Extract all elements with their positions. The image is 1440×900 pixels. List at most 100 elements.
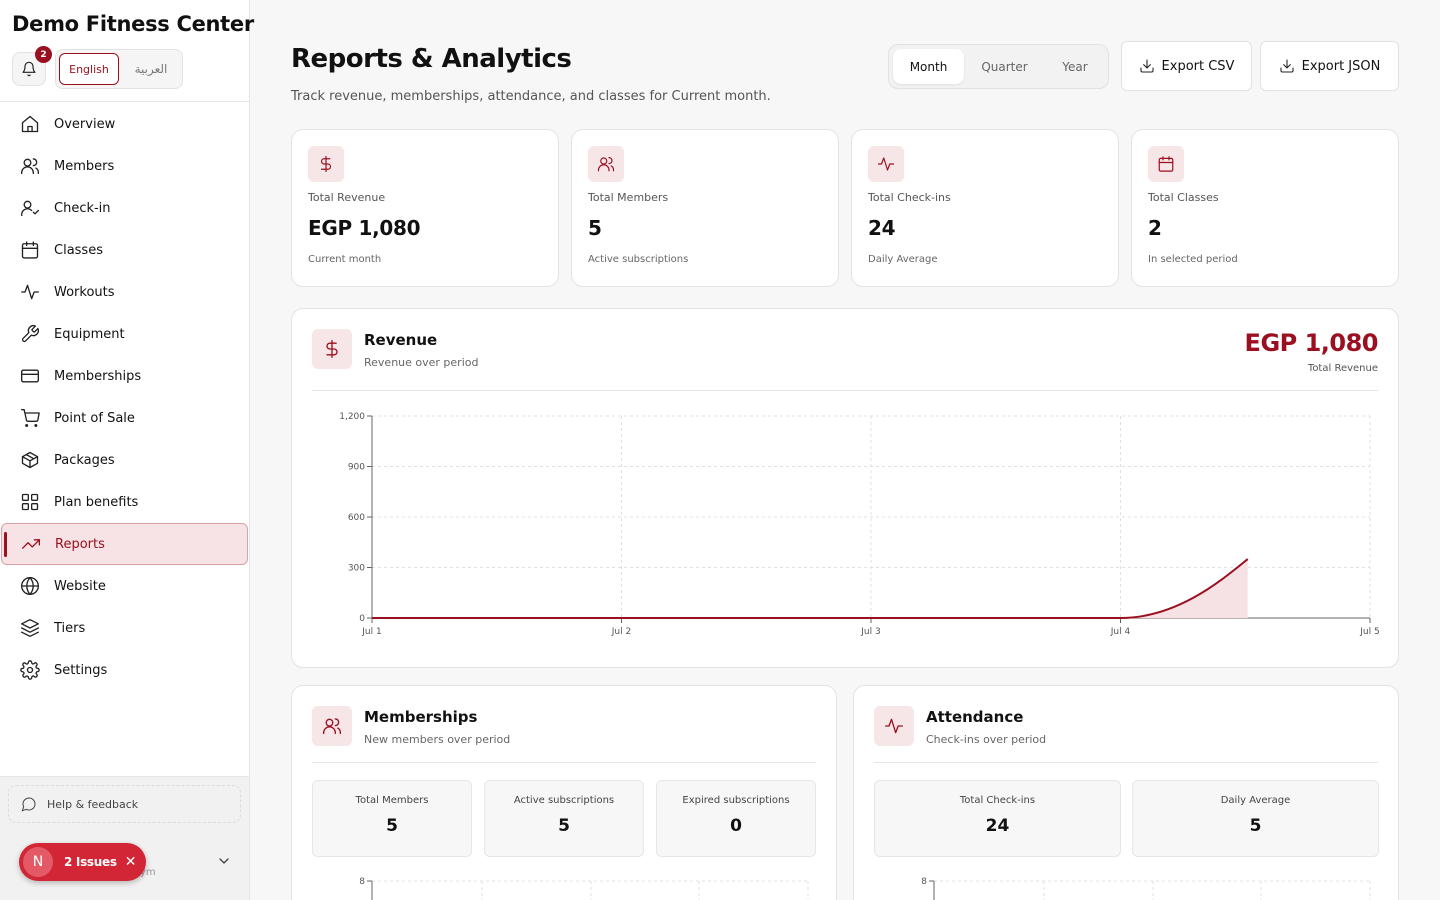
attendance-chart: 8 bbox=[921, 877, 1371, 900]
activity-icon bbox=[868, 146, 904, 182]
revenue-total-label: Total Revenue bbox=[1307, 363, 1378, 374]
x-tick-label: Jul 1 bbox=[361, 627, 381, 637]
sidebar: Demo Fitness Center 2 English العربية Ov… bbox=[0, 0, 254, 900]
sidebar-item-settings[interactable]: Settings bbox=[0, 649, 249, 691]
x-tick-label: Jul 5 bbox=[1359, 627, 1379, 637]
x-tick-label: Jul 2 bbox=[611, 627, 631, 637]
attendance-subtitle: Check-ins over period bbox=[926, 733, 1047, 746]
stat-card-checkins: Total Check-ins 24 Daily Average bbox=[851, 129, 1119, 287]
memberships-divider bbox=[312, 762, 816, 763]
user-check-icon bbox=[21, 200, 39, 217]
stat-card-classes: Total Classes 2 In selected period bbox=[1131, 129, 1399, 287]
sidebar-nav: Overview Members Check-in Classes Workou… bbox=[0, 103, 249, 691]
sidebar-item-website[interactable]: Website bbox=[0, 565, 249, 607]
package-icon bbox=[21, 451, 39, 469]
mini-stat-value: 0 bbox=[730, 816, 742, 836]
stat-sub: In selected period bbox=[1148, 254, 1238, 265]
export-json-button[interactable]: Export JSON bbox=[1260, 41, 1399, 91]
sidebar-item-reports[interactable]: Reports bbox=[1, 523, 248, 565]
revenue-divider bbox=[312, 390, 1378, 391]
y-tick-label: 0 bbox=[359, 614, 365, 624]
calendar-icon bbox=[1148, 146, 1184, 182]
bell-icon bbox=[22, 61, 36, 77]
sidebar-item-label: Classes bbox=[54, 242, 103, 258]
wrench-icon bbox=[21, 325, 39, 343]
mini-stat-total-checkins: Total Check-ins 24 bbox=[874, 780, 1121, 857]
sidebar-item-label: Reports bbox=[55, 536, 105, 552]
download-icon bbox=[1139, 59, 1154, 73]
gear-icon bbox=[20, 660, 40, 680]
sidebar-item-tiers[interactable]: Tiers bbox=[0, 607, 249, 649]
calendar-icon bbox=[21, 241, 39, 259]
users-icon bbox=[588, 146, 624, 182]
sidebar-item-classes[interactable]: Classes bbox=[0, 229, 249, 271]
export-csv-button[interactable]: Export CSV bbox=[1121, 41, 1252, 91]
revenue-title: Revenue bbox=[364, 331, 438, 349]
revenue-card: Revenue Revenue over period EGP 1,080 To… bbox=[291, 308, 1399, 668]
home-icon bbox=[21, 115, 39, 133]
sidebar-item-check-in[interactable]: Check-in bbox=[0, 187, 249, 229]
revenue-subtitle: Revenue over period bbox=[364, 356, 479, 369]
sidebar-item-label: Tiers bbox=[54, 620, 86, 636]
stat-value: 5 bbox=[588, 216, 602, 240]
language-switcher: English العربية bbox=[55, 49, 183, 89]
period-month-tab[interactable]: Month bbox=[893, 49, 964, 84]
stat-card-members: Total Members 5 Active subscriptions bbox=[571, 129, 839, 287]
sidebar-item-label: Memberships bbox=[54, 368, 142, 384]
sidebar-item-workouts[interactable]: Workouts bbox=[0, 271, 249, 313]
issues-pill[interactable]: N 2 Issues ✕ bbox=[19, 843, 146, 881]
page-title: Reports & Analytics bbox=[291, 44, 572, 74]
x-tick-label: Jul 3 bbox=[860, 627, 880, 637]
stat-label: Total Revenue bbox=[308, 191, 386, 204]
export-json-label: Export JSON bbox=[1301, 58, 1381, 74]
credit-card-icon bbox=[21, 369, 39, 383]
help-feedback-button[interactable]: Help & feedback bbox=[8, 785, 241, 823]
mini-stat-active-subscriptions: Active subscriptions 5 bbox=[484, 780, 644, 857]
users-icon bbox=[312, 706, 352, 746]
sidebar-item-label: Members bbox=[54, 158, 115, 174]
grid-icon bbox=[21, 493, 39, 511]
revenue-total: EGP 1,080 bbox=[1244, 329, 1379, 357]
sidebar-item-label: Packages bbox=[54, 452, 115, 468]
stat-sub: Active subscriptions bbox=[588, 254, 689, 265]
revenue-chart: 0 300 600 900 1,200 Jul 1 Jul 2 Jul 3 Jul 4 Jul 5 bbox=[339, 412, 1379, 637]
chevron-down-icon[interactable] bbox=[216, 853, 232, 869]
users-icon bbox=[21, 158, 39, 175]
y-tick-label: 8 bbox=[921, 877, 927, 887]
mini-stat-value: 5 bbox=[558, 816, 570, 836]
sidebar-item-members[interactable]: Members bbox=[0, 145, 249, 187]
activity-icon bbox=[874, 706, 914, 746]
y-tick-label: 1,200 bbox=[339, 412, 365, 422]
account-subtitle: ym bbox=[140, 867, 156, 878]
sidebar-item-memberships[interactable]: Memberships bbox=[0, 355, 249, 397]
lang-english-button[interactable]: English bbox=[59, 53, 119, 85]
period-quarter-tab[interactable]: Quarter bbox=[981, 59, 1028, 74]
mini-stat-daily-average: Daily Average 5 bbox=[1132, 780, 1379, 857]
attendance-title: Attendance bbox=[926, 708, 1024, 726]
sidebar-item-plan-benefits[interactable]: Plan benefits bbox=[0, 481, 249, 523]
mini-stat-label: Expired subscriptions bbox=[682, 795, 790, 806]
sidebar-item-point-of-sale[interactable]: Point of Sale bbox=[0, 397, 249, 439]
y-tick-label: 300 bbox=[348, 564, 365, 574]
mini-stat-label: Total Members bbox=[355, 795, 429, 806]
memberships-title: Memberships bbox=[364, 708, 478, 726]
sidebar-item-label: Settings bbox=[54, 662, 108, 678]
sidebar-item-equipment[interactable]: Equipment bbox=[0, 313, 249, 355]
notifications-button[interactable]: 2 bbox=[12, 46, 52, 86]
sidebar-item-label: Check-in bbox=[54, 200, 111, 216]
attendance-divider bbox=[874, 762, 1378, 763]
sidebar-item-overview[interactable]: Overview bbox=[0, 103, 249, 145]
activity-icon bbox=[21, 284, 39, 300]
mini-stat-value: 24 bbox=[985, 816, 1010, 836]
period-year-tab[interactable]: Year bbox=[1062, 59, 1088, 74]
stat-value: 24 bbox=[868, 216, 896, 240]
y-tick-label: 900 bbox=[348, 463, 365, 473]
issues-avatar: N bbox=[23, 847, 53, 877]
revenue-line bbox=[372, 558, 1249, 619]
close-icon[interactable]: ✕ bbox=[124, 854, 137, 870]
download-icon bbox=[1280, 59, 1294, 73]
sidebar-item-label: Website bbox=[54, 578, 106, 594]
memberships-card: Memberships New members over period Tota… bbox=[291, 685, 837, 900]
lang-arabic-button[interactable]: العربية bbox=[134, 62, 168, 76]
sidebar-item-packages[interactable]: Packages bbox=[0, 439, 249, 481]
